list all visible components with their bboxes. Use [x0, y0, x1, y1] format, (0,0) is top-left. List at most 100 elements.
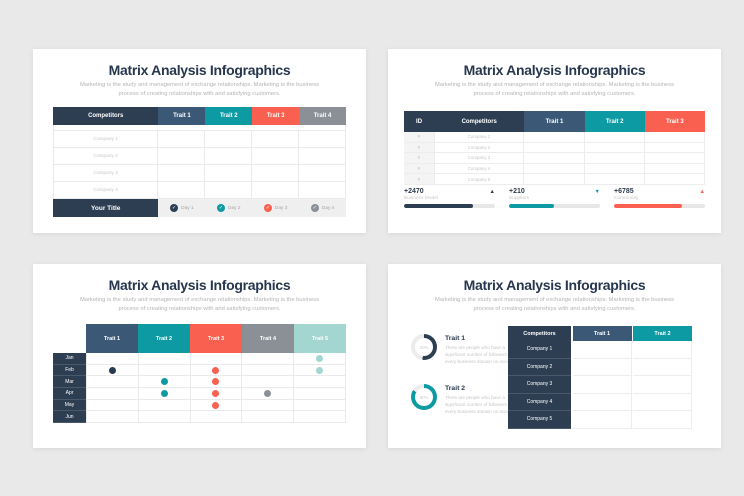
matrix-cell	[138, 388, 191, 400]
empty-cell	[572, 341, 632, 359]
empty-cell	[252, 165, 300, 181]
month-cell: Feb	[53, 364, 86, 377]
matrix-cell	[294, 353, 346, 365]
table-row: Jan	[53, 353, 346, 365]
competitor-table: Competitors Trait 1 Trait 2 Company 1 Compa…	[508, 326, 692, 429]
matrix-cell	[242, 353, 295, 365]
empty-cell	[205, 131, 253, 147]
subtitle-line-2: process of creating relationships with a…	[118, 305, 281, 312]
matrix-cell	[242, 364, 295, 377]
company-cell: Company 2	[508, 358, 571, 376]
month-cell: Jun	[53, 411, 86, 424]
empty-cell	[633, 411, 692, 429]
table-header-row: ID Competitors Trait 1 Trait 2 Trait 3	[404, 111, 705, 132]
empty-cell	[205, 182, 253, 198]
company-cell: Company 2	[54, 148, 159, 164]
matrix-dot	[212, 378, 220, 386]
table-spacer-row	[53, 125, 346, 131]
header-cell: Trait 3	[644, 111, 705, 132]
header-cell: Trait 5	[294, 324, 346, 353]
slide-donuts-competitor-table: Matrix Analysis Infographics Marketing i…	[388, 264, 721, 448]
subtitle-line-1: Marketing is the study and management of…	[434, 82, 675, 88]
empty-cell	[645, 174, 706, 184]
slide-title: Matrix Analysis Infographics	[108, 62, 291, 78]
day-label: Day 3	[274, 205, 288, 211]
matrix-cell	[190, 376, 243, 389]
empty-cell	[524, 163, 585, 174]
progress-track	[404, 204, 495, 208]
empty-cell	[299, 165, 346, 181]
header-cell: Trait 2	[138, 324, 190, 353]
subtitle-line-2: process of creating relationships with a…	[473, 305, 636, 312]
stat-value: +2470	[404, 188, 424, 195]
table-body: # Company 1 # Company 2 # Company 3 # Company 4…	[404, 132, 706, 185]
id-cell: #	[404, 163, 435, 174]
check-circle-icon: ✓	[310, 204, 319, 212]
table-header-row: Trait 1 Trait 2 Trait 3 Trait 4 Trait 5	[86, 324, 346, 353]
empty-cell	[572, 376, 632, 394]
header-cell: Competitors	[53, 107, 159, 125]
table-row: # Company 2	[404, 142, 706, 154]
empty-cell	[299, 148, 346, 164]
triangle-up-icon: ▲	[699, 188, 705, 195]
empty-cell	[633, 376, 692, 394]
subtitle-line-2: process of creating relationships with a…	[473, 90, 636, 97]
id-competitor-table: ID Competitors Trait 1 Trait 2 Trait 3 # Comp…	[404, 111, 706, 185]
company-cell: Company 2	[435, 142, 525, 153]
footer-title-cell: Your Title	[53, 199, 159, 217]
month-cell: Jan	[53, 353, 86, 365]
subtitle-line-1: Marketing is the study and management of…	[434, 297, 675, 303]
table-header-row: Competitors Trait 1 Trait 2 Trait 3 Trait 4	[53, 107, 346, 125]
slide-competitor-trait-table: Matrix Analysis Infographics Marketing i…	[33, 49, 366, 233]
day-item: ✓ Day 3	[252, 199, 299, 217]
company-cell: Company 4	[508, 393, 571, 411]
table-row: Company 2	[53, 148, 346, 165]
matrix-cell	[86, 388, 139, 400]
stat-label: Business Model	[404, 196, 438, 201]
matrix-dot	[264, 389, 272, 397]
matrix-dot	[212, 389, 220, 397]
table-row: Feb	[53, 364, 346, 377]
stat-block: +210 ▼ Suppliers	[509, 188, 600, 208]
id-cell: #	[404, 174, 435, 184]
id-cell: #	[404, 153, 435, 163]
empty-cell	[572, 358, 632, 376]
check-circle-icon: ✓	[263, 204, 272, 212]
donut-block-trait-2: 80% Trait 2 There are people who have a si…	[411, 384, 513, 415]
table-body: Company 1 Company 2 Company 3 Company 4 Comp…	[508, 341, 692, 429]
table-row: Company 1	[53, 131, 346, 148]
matrix-dot	[316, 366, 324, 374]
table-row: # Company 3	[404, 153, 706, 164]
slide-id-table-with-stats: Matrix Analysis Infographics Marketing i…	[388, 49, 721, 233]
empty-cell	[205, 148, 253, 164]
stat-top-row: +2470 ▲	[404, 188, 495, 195]
company-cell: Company 1	[54, 131, 159, 147]
matrix-dot	[160, 389, 168, 397]
day-item: ✓ Day 4	[299, 199, 346, 217]
stat-top-row: +210 ▼	[509, 188, 600, 195]
table-body: Company 1 Company 2 Company 3 Company 4	[53, 131, 346, 199]
matrix-cell	[138, 353, 191, 365]
header-cell: Trait 2	[584, 111, 645, 132]
matrix-cell	[138, 399, 191, 412]
company-cell: Company 3	[435, 153, 525, 163]
donut-percent-label: 50%	[419, 344, 429, 350]
empty-cell	[299, 131, 346, 147]
slide-title: Matrix Analysis Infographics	[463, 277, 646, 293]
month-cell: Mar	[53, 376, 86, 389]
check-circle-icon: ✓	[217, 204, 226, 212]
donut-chart: 50%	[411, 334, 437, 360]
matrix-dot	[212, 366, 220, 374]
check-circle-icon: ✓	[170, 204, 179, 212]
header-cell: Trait 1	[524, 111, 585, 132]
matrix-dot	[316, 354, 324, 362]
matrix-cell	[190, 411, 243, 424]
empty-cell	[524, 132, 585, 142]
donut-hole: 50%	[415, 338, 433, 356]
matrix-cell	[190, 364, 243, 377]
matrix-cell	[138, 376, 191, 389]
dot-matrix-table: Trait 1 Trait 2 Trait 3 Trait 4 Trait 5 Jan F…	[53, 324, 346, 424]
subtitle-line-1: Marketing is the study and management of…	[79, 297, 320, 303]
header-cell: Trait 2	[205, 107, 253, 125]
slide-subtitle: Marketing is the study and management of…	[33, 81, 366, 98]
